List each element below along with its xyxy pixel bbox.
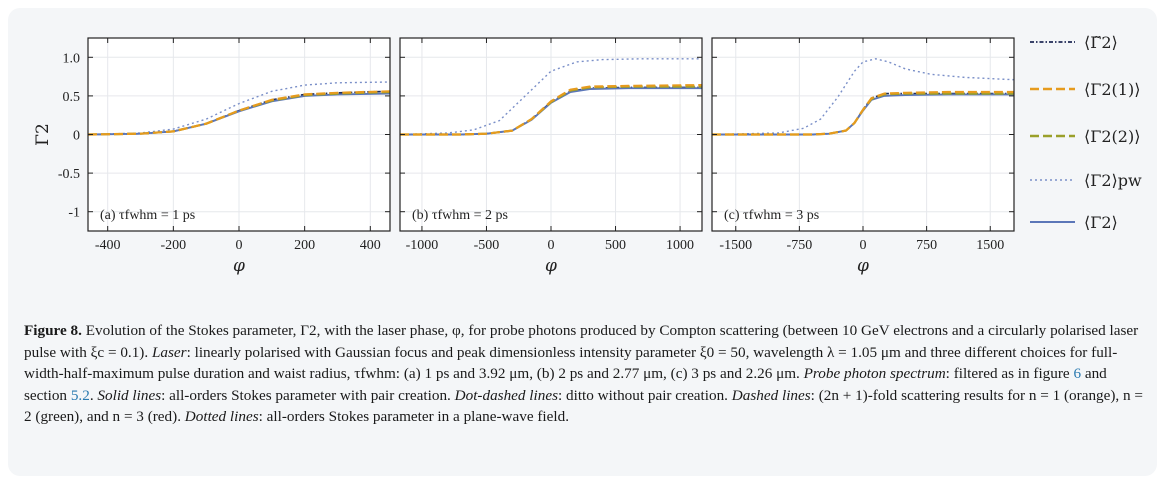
section-reference-link[interactable]: 5.2 (70, 386, 90, 404)
caption-text-3: : filtered as in figure (945, 365, 1074, 382)
x-tick-label: 0 (860, 238, 867, 253)
legend-label-4: ⟨Γ2⟩ (1084, 213, 1118, 232)
series-line-1 (400, 84, 703, 136)
x-tick-label: 1000 (666, 238, 694, 253)
x-tick-label: -200 (161, 238, 187, 253)
caption-text-4: and section (24, 365, 1107, 404)
caption-text-6: : all-orders Stokes parameter with pair … (161, 386, 455, 404)
panel-c: -1500 -750 0 750 1500 φ (c) τfwhm = 3 ps (711, 37, 1015, 276)
series-line-3 (399, 58, 702, 136)
caption-text-2: : linearly polarised with Gaussian focus… (24, 343, 1118, 383)
panel-a: -400 -200 0 200 400 -1 -0.5 0 0.5 1.0 φ Γ2 (a) τfwhm… (33, 37, 391, 276)
caption-text-1: Evolution of the Stokes parameter, Γ2, w… (24, 322, 1139, 361)
y-axis-label: Γ2 (33, 123, 53, 146)
legend-label-3: ⟨Γ2⟩pw (1084, 171, 1142, 190)
x-axis-label: φ (857, 256, 869, 276)
x-tick-label: -400 (95, 238, 121, 253)
x-tick-label: -1500 (719, 238, 752, 253)
x-tick-label: 200 (294, 238, 315, 253)
legend-label-2: ⟨Γ2(2)⟩ (1084, 127, 1140, 146)
x-tick-label: -500 (474, 238, 500, 253)
figure-caption: Figure 8. Evolution of the Stokes parame… (24, 320, 1144, 428)
caption-text-5: . (89, 386, 98, 404)
caption-text-8: : (2n + 1)-fold scattering results for n… (24, 386, 1143, 426)
x-tick-label: 0 (548, 238, 555, 253)
x-axis-label: φ (233, 256, 245, 276)
series-line-4 (87, 92, 391, 136)
y-tick-label: -1 (68, 206, 80, 221)
x-tick-label: -750 (787, 238, 813, 253)
x-tick-label: 500 (605, 238, 626, 253)
x-tick-label: 0 (236, 238, 243, 253)
y-tick-label: -0.5 (58, 167, 80, 182)
x-tick-label: -1000 (406, 238, 439, 253)
series-line-3 (87, 81, 391, 136)
x-tick-label: 400 (360, 238, 381, 253)
caption-text-7: : ditto without pair creation. (558, 386, 732, 404)
caption-laser-label: Laser (151, 343, 187, 361)
series-line-1 (712, 90, 1014, 136)
legend-label-0: ⟨Γ̃2⟩ (1084, 33, 1118, 52)
legend-label-1: ⟨Γ2(1)⟩ (1084, 80, 1140, 99)
figure-reference-link[interactable]: 6 (1073, 365, 1082, 382)
x-axis-label: φ (545, 256, 557, 276)
caption-solid-label: Solid lines (97, 386, 162, 404)
panel-b: -1000 -500 0 500 1000 φ (b) τfwhm = 2 ps (399, 37, 703, 276)
caption-dotted-label: Dotted lines (184, 408, 259, 425)
panel-label: (c) τfwhm = 3 ps (724, 208, 819, 223)
figure-plots: -400 -200 0 200 400 -1 -0.5 0 0.5 1.0 φ Γ2 (a) τfwhm… (33, 33, 1142, 276)
caption-spectrum-label: Probe photon spectrum (803, 365, 946, 382)
caption-dotdashed-label: Dot-dashed lines (454, 386, 558, 404)
y-tick-label: 0.5 (63, 90, 81, 105)
legend: ⟨Γ̃2⟩ ⟨Γ2(1)⟩ ⟨Γ2(2)⟩ ⟨Γ2⟩pw ⟨Γ2⟩ (1030, 33, 1142, 232)
caption-label: Figure 8. (24, 322, 82, 339)
x-tick-label: 1500 (976, 238, 1004, 253)
caption-text-9: : all-orders Stokes parameter in a plane… (258, 408, 569, 425)
caption-dashed-label: Dashed lines (731, 386, 811, 404)
x-tick-label: 750 (916, 238, 937, 253)
y-tick-label: 1.0 (63, 51, 81, 66)
panel-label: (b) τfwhm = 2 ps (412, 208, 508, 223)
panel-label: (a) τfwhm = 1 ps (100, 208, 195, 223)
y-tick-label: 0 (73, 129, 80, 144)
